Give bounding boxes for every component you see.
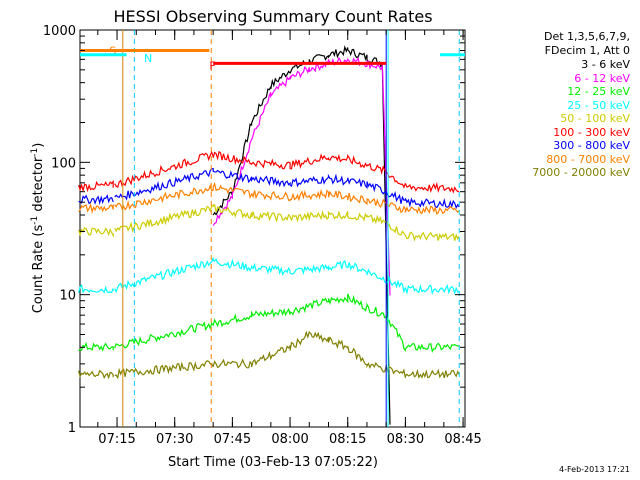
flag-label: F bbox=[209, 59, 215, 72]
x-tick-label: 07:45 bbox=[214, 432, 251, 447]
timestamp: 4-Feb-2013 17:21 bbox=[559, 465, 630, 474]
legend-header: Det 1,3,5,6,7,9, bbox=[543, 30, 630, 43]
legend-entry: 800 - 7000 keV bbox=[546, 152, 630, 166]
x-tick-label: 08:45 bbox=[444, 432, 481, 447]
legend-header: FDecim 1, Att 0 bbox=[544, 44, 630, 57]
y-tick-label: 1000 bbox=[43, 24, 76, 39]
legend-entry: 25 - 50 keV bbox=[567, 98, 630, 112]
y-tick-label: 1 bbox=[68, 421, 76, 436]
x-tick-label: 08:30 bbox=[387, 432, 424, 447]
y-tick-label: 100 bbox=[51, 156, 76, 171]
series-line bbox=[78, 181, 460, 215]
series-line bbox=[78, 293, 460, 353]
legend-entry: 3 - 6 keV bbox=[581, 58, 630, 71]
y-label-part1: Count Rate (s bbox=[31, 225, 46, 314]
legend-entry: 50 - 100 keV bbox=[560, 112, 630, 125]
series-line bbox=[78, 330, 460, 380]
series-line bbox=[78, 257, 460, 296]
series-line bbox=[212, 45, 391, 425]
x-tick-label: 08:00 bbox=[271, 432, 308, 447]
x-tick-label: 08:15 bbox=[329, 432, 366, 447]
y-label-sup2: -1 bbox=[30, 148, 40, 157]
flag-label: S bbox=[109, 44, 116, 57]
legend-entry: 7000 - 20000 keV bbox=[532, 166, 630, 179]
legend-entry: 6 - 12 keV bbox=[574, 71, 630, 85]
series-line bbox=[78, 168, 460, 210]
series-line bbox=[212, 56, 391, 296]
legend-entry: 12 - 25 keV bbox=[567, 85, 630, 98]
y-tick-label: 10 bbox=[59, 289, 76, 304]
series-line bbox=[78, 150, 460, 194]
y-label-part3: ) bbox=[31, 143, 46, 148]
plot-frame bbox=[79, 29, 466, 428]
y-axis-label: Count Rate (s-1 detector-1) bbox=[30, 143, 46, 314]
series-line bbox=[78, 204, 460, 242]
x-tick-label: 07:15 bbox=[98, 432, 135, 447]
chart-title: HESSI Observing Summary Count Rates bbox=[113, 7, 432, 26]
x-axis-label: Start Time (03-Feb-13 07:05:22) bbox=[168, 455, 378, 470]
y-label-part2: detector bbox=[31, 156, 46, 216]
flag-label: N bbox=[144, 52, 152, 65]
y-label-sup1: -1 bbox=[30, 216, 40, 225]
x-tick-label: 07:30 bbox=[156, 432, 193, 447]
legend-entry: 100 - 300 keV bbox=[553, 125, 630, 139]
legend-entry: 300 - 800 keV bbox=[553, 139, 630, 152]
